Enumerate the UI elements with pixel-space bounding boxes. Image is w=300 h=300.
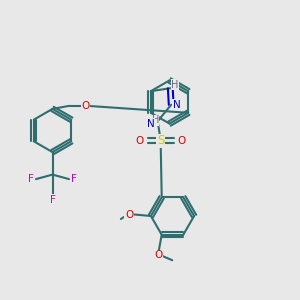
Text: O: O — [125, 209, 133, 220]
Text: O: O — [81, 101, 90, 111]
Text: N: N — [173, 100, 181, 110]
Text: O: O — [135, 136, 143, 146]
Text: O: O — [154, 250, 163, 260]
Text: S: S — [157, 134, 164, 147]
Text: H: H — [152, 115, 159, 125]
Text: F: F — [50, 194, 56, 205]
Text: F: F — [71, 174, 77, 184]
Text: N: N — [147, 118, 154, 129]
Text: H: H — [171, 80, 178, 90]
Text: O: O — [178, 136, 186, 146]
Text: F: F — [28, 174, 34, 184]
